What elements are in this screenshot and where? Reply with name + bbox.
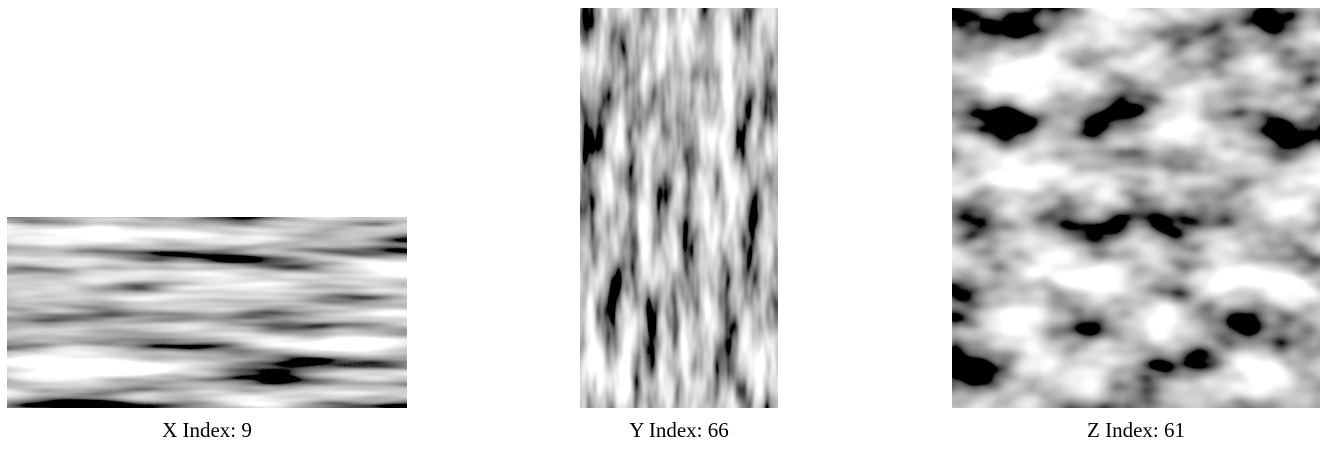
z-slice-label: Z Index: 61 [1087,418,1185,442]
x-slice-label: X Index: 9 [162,418,252,442]
z-slice-image [952,8,1320,408]
x-slice-image [7,217,407,408]
y-slice-image [580,8,778,408]
y-slice-label: Y Index: 66 [629,418,729,442]
